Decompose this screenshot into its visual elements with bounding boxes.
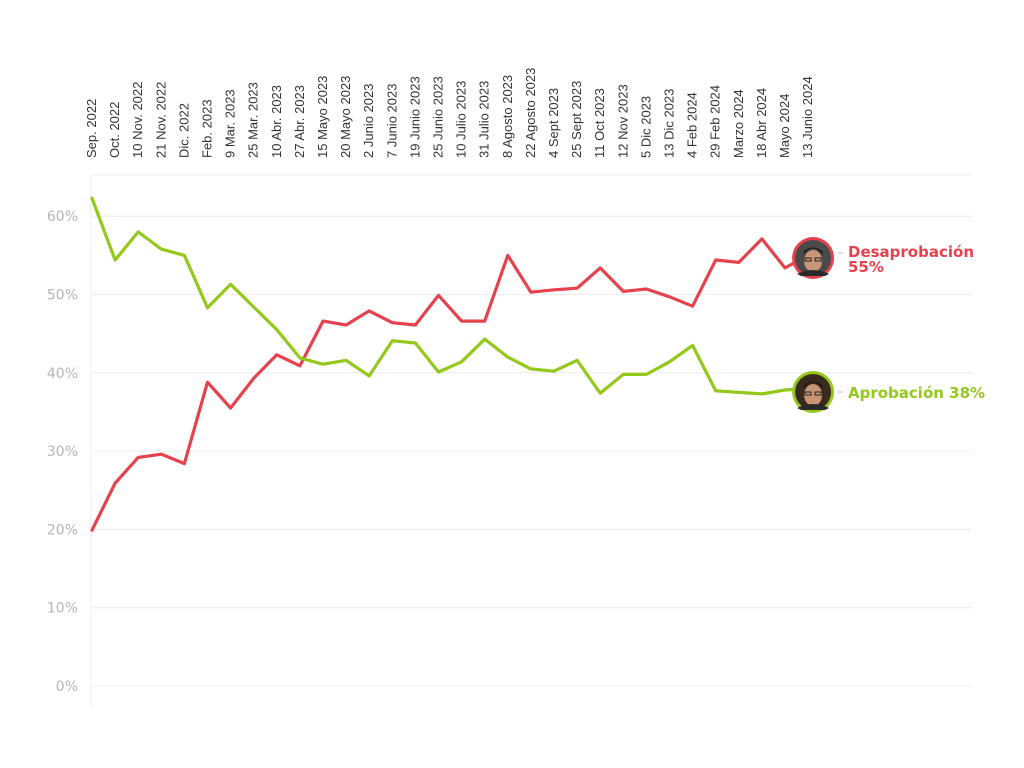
disapproval-label: Desaprobación bbox=[848, 243, 974, 261]
x-tick-label: 29 Feb 2024 bbox=[708, 85, 723, 158]
x-tick-label: 20 Mayo 2023 bbox=[338, 76, 353, 158]
y-tick-label: 10% bbox=[47, 601, 78, 617]
x-tick-label: 10 Abr. 2023 bbox=[269, 85, 284, 158]
x-tick-label: 22 Agosto 2023 bbox=[523, 68, 538, 158]
gridlines bbox=[90, 174, 972, 708]
x-tick-label: Sep. 2022 bbox=[84, 99, 99, 158]
portrait-avatar-icon bbox=[792, 237, 835, 279]
x-tick-label: 10 Nov. 2022 bbox=[130, 82, 145, 158]
y-axis: 0% 10% 20% 30% 40% 50% 60% bbox=[47, 209, 78, 695]
x-tick-label: 13 Junio 2024 bbox=[800, 76, 815, 158]
x-tick-label: 13 Dic 2023 bbox=[662, 89, 677, 158]
x-tick-label: 15 Mayo 2023 bbox=[315, 76, 330, 158]
y-tick-label: 50% bbox=[47, 288, 78, 304]
x-tick-label: 2 Junio 2023 bbox=[361, 84, 376, 158]
x-tick-label: 21 Nov. 2022 bbox=[153, 82, 168, 158]
x-axis: Sep. 2022 Oct. 2022 10 Nov. 2022 21 Nov. 20… bbox=[84, 68, 815, 158]
y-tick-label: 40% bbox=[47, 366, 78, 382]
x-tick-label: Mayo 2024 bbox=[777, 94, 792, 158]
end-markers bbox=[792, 237, 835, 413]
x-tick-label: 11 Oct 2023 bbox=[592, 88, 607, 158]
x-tick-label: 25 Mar. 2023 bbox=[246, 82, 261, 158]
x-tick-label: 25 Sept 2023 bbox=[569, 81, 584, 158]
x-tick-label: 7 Junio 2023 bbox=[384, 84, 399, 158]
approval-line bbox=[90, 196, 810, 396]
x-tick-label: 25 Junio 2023 bbox=[431, 76, 446, 158]
x-tick-label: Dic. 2022 bbox=[176, 103, 191, 158]
y-tick-label: 60% bbox=[47, 209, 78, 225]
disapproval-value: 55% bbox=[848, 258, 884, 276]
disapproval-line bbox=[90, 237, 810, 532]
x-tick-label: 31 Julio 2023 bbox=[477, 81, 492, 158]
x-tick-label: 12 Nov 2023 bbox=[615, 84, 630, 158]
portrait-avatar-icon bbox=[792, 371, 835, 413]
x-tick-label: 19 Junio 2023 bbox=[407, 76, 422, 158]
y-tick-label: 20% bbox=[47, 522, 78, 538]
x-tick-label: 10 Julio 2023 bbox=[454, 81, 469, 158]
y-tick-label: 0% bbox=[56, 679, 78, 695]
end-labels: Desaprobación 55% Aprobación 38% bbox=[838, 243, 985, 402]
x-tick-label: 4 Sept 2023 bbox=[546, 88, 561, 158]
x-tick-label: 4 Feb 2024 bbox=[685, 92, 700, 158]
x-tick-label: 18 Abr 2024 bbox=[754, 88, 769, 158]
x-tick-label: Marzo 2024 bbox=[731, 89, 746, 158]
x-tick-label: 8 Agosto 2023 bbox=[500, 75, 515, 158]
x-tick-label: 9 Mar. 2023 bbox=[223, 89, 238, 158]
y-tick-label: 30% bbox=[47, 444, 78, 460]
x-tick-label: Oct. 2022 bbox=[107, 102, 122, 158]
x-tick-label: Feb. 2023 bbox=[200, 99, 215, 158]
x-tick-label: 27 Abr. 2023 bbox=[292, 85, 307, 158]
series-lines bbox=[90, 196, 810, 532]
x-tick-label: 5 Dic 2023 bbox=[638, 96, 653, 158]
approval-label: Aprobación 38% bbox=[848, 384, 985, 402]
